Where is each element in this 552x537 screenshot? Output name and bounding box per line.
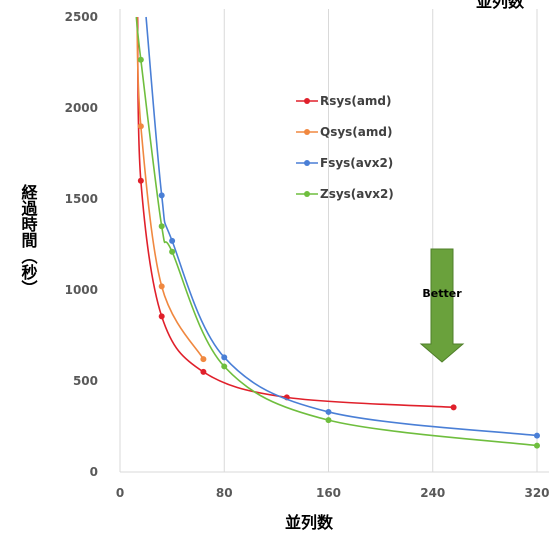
series-rsys-amd- [136, 16, 457, 411]
legend-item: Rsys(amd) [296, 94, 392, 108]
data-point [137, 177, 144, 184]
better-arrow: Better [419, 248, 465, 363]
legend: Rsys(amd) Qsys(amd) Fsys(avx2) Zsys(avx2) [296, 94, 394, 201]
data-point [534, 442, 540, 449]
legend-swatch-marker [304, 129, 310, 135]
legend-label: Zsys(avx2) [320, 187, 394, 201]
y-tick-label: 2500 [65, 10, 98, 24]
legend-label: Fsys(avx2) [320, 156, 393, 170]
data-point [169, 248, 176, 255]
y-axis-title: 経過時間（秒） [19, 183, 39, 296]
y-tick-label: 1500 [65, 192, 98, 206]
legend-swatch-marker [304, 191, 310, 197]
grid [119, 9, 549, 473]
series [135, 16, 540, 449]
chart-title: 並列数 [476, 0, 525, 11]
data-point [221, 363, 228, 370]
data-point [221, 354, 228, 361]
series-line [136, 16, 454, 409]
better-arrow-icon [419, 248, 465, 363]
legend-swatch-marker [304, 160, 310, 166]
legend-item: Zsys(avx2) [296, 187, 394, 201]
x-tick-label: 160 [316, 486, 341, 500]
legend-item: Qsys(amd) [296, 125, 392, 139]
data-point [450, 404, 457, 411]
data-point [325, 417, 332, 424]
data-point [169, 237, 176, 244]
x-tick-label: 320 [524, 486, 549, 500]
series-line [145, 16, 538, 437]
data-point [158, 223, 165, 230]
x-tick-label: 240 [420, 486, 445, 500]
series-qsys-amd- [136, 16, 207, 363]
y-tick-label: 500 [73, 374, 98, 388]
series-fsys-avx2- [145, 16, 540, 439]
data-point [158, 313, 165, 320]
series-zsys-avx2- [135, 16, 540, 449]
data-point [158, 283, 165, 290]
x-tick-label: 80 [216, 486, 233, 500]
better-annotation: Better [422, 287, 462, 300]
data-point [137, 56, 144, 63]
data-point [200, 356, 207, 363]
x-tick-label: 0 [116, 486, 124, 500]
legend-label: Rsys(amd) [320, 94, 392, 108]
data-point [200, 368, 207, 375]
data-point [158, 192, 165, 199]
tick-labels: 0 80 160 240 320 0 500 1000 1500 2000 2500 [65, 10, 550, 500]
data-point [137, 123, 144, 130]
legend-label: Qsys(amd) [320, 125, 392, 139]
legend-swatch-marker [304, 98, 310, 104]
series-line [135, 16, 538, 447]
data-point [325, 408, 332, 415]
legend-item: Fsys(avx2) [296, 156, 393, 170]
y-tick-label: 1000 [65, 283, 98, 297]
y-tick-label: 0 [90, 465, 98, 479]
y-tick-label: 2000 [65, 101, 98, 115]
data-point [534, 432, 540, 439]
x-axis-title: 並列数 [285, 513, 334, 532]
series-line [136, 16, 205, 360]
